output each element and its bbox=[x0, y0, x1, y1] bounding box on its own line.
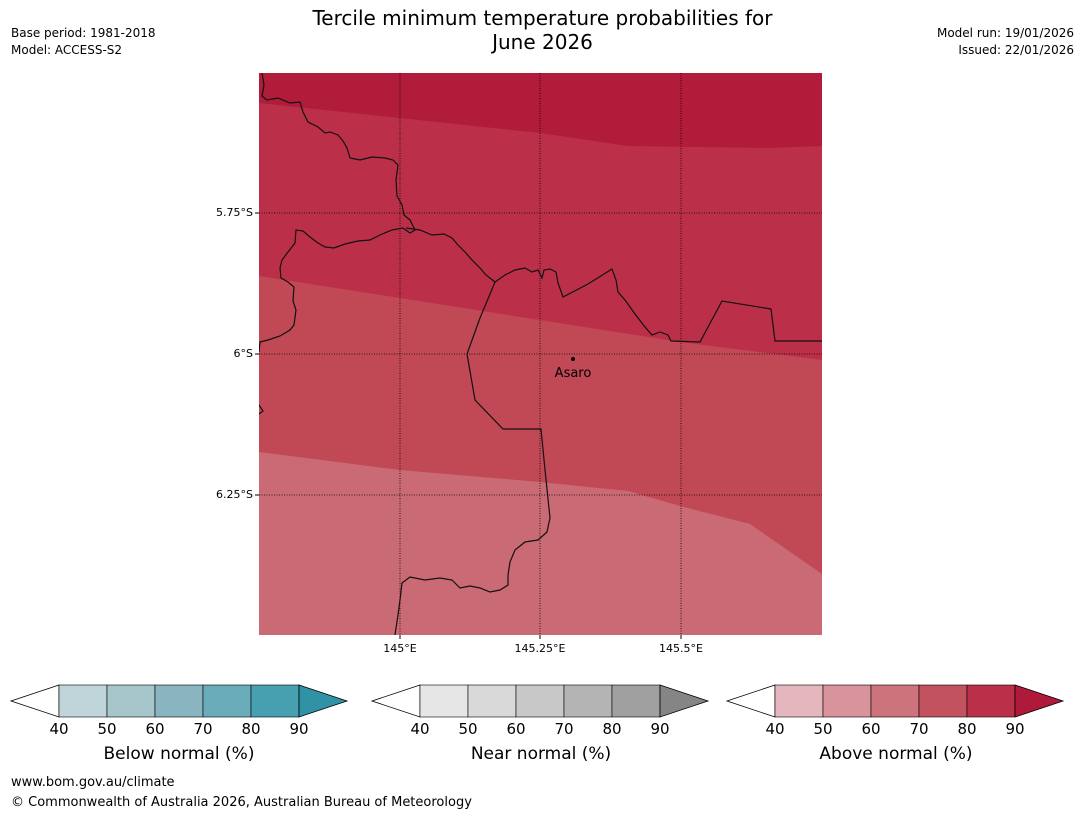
asaro-marker bbox=[571, 357, 575, 361]
colorbar-tick-label: 40 bbox=[765, 720, 784, 738]
colorbar-segment bbox=[563, 684, 613, 718]
colorbar-title-below: Below normal (%) bbox=[103, 744, 255, 764]
colorbar-tick-label: 80 bbox=[241, 720, 260, 738]
lat-label-6: 6°S bbox=[233, 347, 253, 360]
colorbar-segment bbox=[966, 684, 1016, 718]
colorbar-tick-label: 50 bbox=[813, 720, 832, 738]
colorbar-above-normal: 40 50 60 70 80 90 bbox=[725, 684, 1065, 738]
colorbar-tick-label: 70 bbox=[193, 720, 212, 738]
colorbar-high-arrow bbox=[1014, 684, 1065, 718]
lon-label-145-5: 145.5°E bbox=[659, 642, 703, 655]
colorbar-tick-label: 80 bbox=[957, 720, 976, 738]
colorbar-segment bbox=[515, 684, 565, 718]
colorbar-tick-label: 50 bbox=[458, 720, 477, 738]
colorbar-tick-label: 70 bbox=[554, 720, 573, 738]
colorbar-tick-label: 90 bbox=[1005, 720, 1024, 738]
map-title: Tercile minimum temperature probabilitie… bbox=[200, 6, 885, 54]
colorbar-segment bbox=[202, 684, 252, 718]
colorbar-segment bbox=[822, 684, 872, 718]
place-label-asaro: Asaro bbox=[555, 366, 592, 381]
model-run: Model run: 19/01/2026 bbox=[936, 26, 1074, 40]
colorbar-segment bbox=[154, 684, 204, 718]
boundary-north-west bbox=[259, 73, 416, 353]
colorbar-tick-label: 50 bbox=[97, 720, 116, 738]
title-line-1: Tercile minimum temperature probabilitie… bbox=[312, 6, 773, 30]
colorbar-low-arrow bbox=[9, 684, 60, 718]
footer-copyright: © Commonwealth of Australia 2026, Austra… bbox=[11, 795, 472, 810]
meta-left: Base period: 1981-2018 Model: ACCESS-S2 bbox=[11, 25, 156, 59]
boundary-south bbox=[394, 281, 551, 635]
colorbar-tick-label: 90 bbox=[289, 720, 308, 738]
colorbar-below-normal: 40 50 60 70 80 90 bbox=[9, 684, 349, 738]
colorbar-tick-label: 60 bbox=[506, 720, 525, 738]
colorbar-segment bbox=[774, 684, 824, 718]
colorbar-segment bbox=[58, 684, 108, 718]
colorbar-tick-label: 80 bbox=[602, 720, 621, 738]
colorbar-low-arrow bbox=[370, 684, 421, 718]
colorbar-tick-label: 70 bbox=[909, 720, 928, 738]
colorbar-title-above: Above normal (%) bbox=[819, 744, 973, 764]
colorbar-segment bbox=[870, 684, 920, 718]
colorbar-high-arrow bbox=[659, 684, 710, 718]
boundary-central bbox=[405, 227, 822, 343]
colorbar-title-near: Near normal (%) bbox=[470, 744, 612, 764]
colorbar-high-arrow bbox=[298, 684, 349, 718]
colorbar-tick-label: 90 bbox=[650, 720, 669, 738]
lon-label-145: 145°E bbox=[383, 642, 417, 655]
boundary-west-edge bbox=[259, 404, 264, 415]
meta-right: Model run: 19/01/2026 Issued: 22/01/2026 bbox=[937, 25, 1074, 59]
lat-label-6-25: 6.25°S bbox=[216, 488, 253, 501]
graticule bbox=[259, 73, 822, 635]
probability-regions bbox=[259, 73, 822, 635]
colorbar-low-arrow bbox=[725, 684, 776, 718]
region-band-4 bbox=[259, 452, 822, 635]
colorbar-tick-label: 60 bbox=[145, 720, 164, 738]
issued-date: Issued: 22/01/2026 bbox=[958, 43, 1074, 57]
colorbar-segment bbox=[918, 684, 968, 718]
colorbar-segment bbox=[611, 684, 661, 718]
colorbar-tick-label: 40 bbox=[410, 720, 429, 738]
lat-label-5-75: 5.75°S bbox=[216, 206, 253, 219]
model-name: Model: ACCESS-S2 bbox=[11, 43, 123, 57]
colorbar-segment bbox=[419, 684, 469, 718]
colorbar-tick-label: 60 bbox=[861, 720, 880, 738]
colorbar-segment bbox=[467, 684, 517, 718]
footer-url: www.bom.gov.au/climate bbox=[11, 775, 175, 790]
title-line-2: June 2026 bbox=[492, 30, 593, 54]
colorbar-tick-label: 40 bbox=[49, 720, 68, 738]
colorbar-near-normal: 40 50 60 70 80 90 bbox=[370, 684, 710, 738]
province-boundaries bbox=[259, 73, 822, 635]
colorbar-segment bbox=[106, 684, 156, 718]
base-period: Base period: 1981-2018 bbox=[11, 26, 156, 40]
lon-label-145-25: 145.25°E bbox=[514, 642, 566, 655]
colorbar-segment bbox=[250, 684, 300, 718]
colorbars: 40 50 60 70 80 90 40 50 60 70 80 90 40 50 60 70 80 90 bbox=[9, 684, 1065, 738]
axis-ticks bbox=[255, 212, 682, 639]
